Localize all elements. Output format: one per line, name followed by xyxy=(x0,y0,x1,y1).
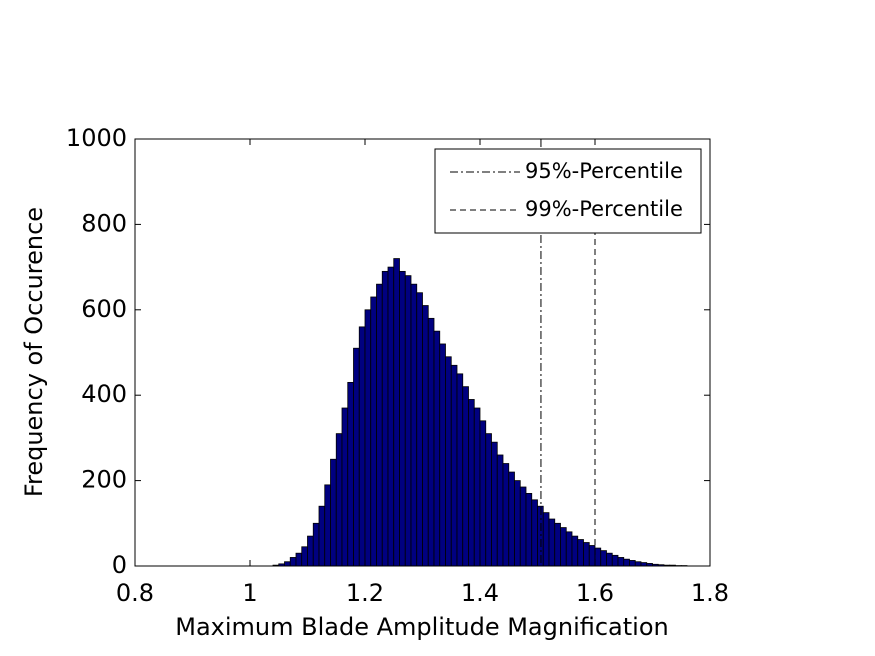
y-tick-label: 200 xyxy=(81,466,127,494)
bar xyxy=(341,407,349,567)
bar xyxy=(312,522,320,567)
bar xyxy=(284,561,291,567)
bar xyxy=(485,433,492,567)
bar xyxy=(600,550,607,567)
bar xyxy=(473,407,481,567)
legend-box xyxy=(434,148,702,234)
bar xyxy=(468,399,475,567)
bar xyxy=(583,542,590,567)
x-tick-label: 1 xyxy=(242,579,257,607)
bar xyxy=(427,317,435,567)
bar xyxy=(301,546,308,567)
bar xyxy=(295,552,303,567)
y-tick-label: 400 xyxy=(81,380,127,408)
legend-label: 99%-Percentile xyxy=(525,197,683,221)
bar xyxy=(307,535,314,567)
bar xyxy=(491,441,498,567)
bar xyxy=(634,561,642,567)
bar xyxy=(358,326,366,567)
bar xyxy=(640,562,648,567)
legend-label: 95%-Percentile xyxy=(525,159,683,183)
y-tick-label: 800 xyxy=(81,209,127,237)
bar xyxy=(393,258,400,567)
bar xyxy=(496,454,504,567)
bar xyxy=(399,270,406,567)
bar xyxy=(514,480,521,567)
bar xyxy=(577,539,584,567)
bar xyxy=(571,535,579,567)
bar xyxy=(554,522,561,567)
bar xyxy=(537,505,544,567)
bar xyxy=(565,531,573,567)
bar xyxy=(364,309,372,567)
bar xyxy=(502,463,510,567)
bar xyxy=(324,484,331,567)
bar xyxy=(404,275,412,567)
bar xyxy=(629,560,636,567)
x-tick-label: 1.8 xyxy=(691,579,729,607)
bar xyxy=(387,266,395,567)
bar xyxy=(376,283,383,567)
bar xyxy=(289,557,297,567)
x-tick-label: 0.8 xyxy=(116,579,154,607)
bar xyxy=(433,330,441,567)
bar xyxy=(611,554,619,567)
bar xyxy=(445,356,452,567)
bar xyxy=(525,493,533,567)
bar xyxy=(560,527,567,567)
bar xyxy=(456,373,464,567)
bar xyxy=(623,558,630,567)
y-tick-label: 600 xyxy=(81,295,127,323)
bar xyxy=(531,499,538,567)
x-tick-label: 1.2 xyxy=(346,579,384,607)
bar xyxy=(370,296,377,567)
x-axis-label: Maximum Blade Amplitude Magnification xyxy=(175,613,669,641)
bar xyxy=(422,305,429,567)
bar xyxy=(508,471,515,567)
bar xyxy=(381,270,389,567)
bar xyxy=(416,292,423,567)
bar xyxy=(439,343,446,567)
bar xyxy=(617,557,625,567)
bar xyxy=(462,386,469,567)
bar xyxy=(318,505,326,567)
axes-frame xyxy=(134,138,711,567)
bar xyxy=(479,420,487,567)
bar xyxy=(450,364,458,567)
bar xyxy=(542,512,550,567)
bar xyxy=(347,381,354,567)
y-tick-label: 0 xyxy=(112,551,127,579)
y-axis-label: Frequency of Occurence xyxy=(20,207,48,497)
bar xyxy=(606,552,613,567)
bar xyxy=(519,486,527,567)
y-tick-label: 1000 xyxy=(66,124,127,152)
x-tick-label: 1.4 xyxy=(461,579,499,607)
bar xyxy=(588,545,596,567)
bar xyxy=(330,458,337,567)
bar xyxy=(594,547,602,567)
bar xyxy=(548,518,556,567)
bar xyxy=(335,433,343,567)
bar xyxy=(353,347,360,567)
bar xyxy=(410,283,418,567)
x-tick-label: 1.6 xyxy=(576,579,614,607)
